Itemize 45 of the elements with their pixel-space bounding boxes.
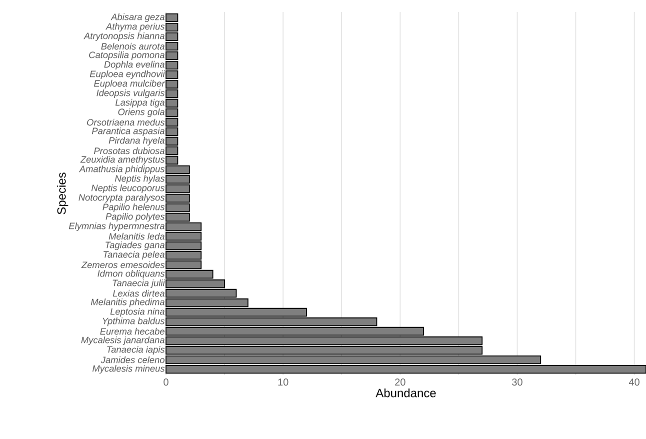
y-tick-label: Papilio helenus <box>102 203 165 212</box>
y-tick-label: Neptis leucoporus <box>91 184 165 194</box>
y-tick-label: Belenois aurota <box>101 42 164 50</box>
y-tick-label: Abisara geza <box>110 13 164 22</box>
x-tick-label: 30 <box>512 378 522 386</box>
y-tick-label: Zemeros emesoides <box>81 261 165 268</box>
y-tick-label: Tanaecia julii <box>112 279 166 288</box>
y-tick-label: Neptis hylas <box>114 174 165 184</box>
y-tick-label: Melanitis phedima <box>90 298 164 308</box>
y-axis-title: Species <box>56 172 68 214</box>
y-tick-label: Oriens gola <box>118 108 164 118</box>
y-tick-label: Atrytonopsis hianna <box>84 32 164 41</box>
x-tick-label: 10 <box>278 378 288 386</box>
x-axis-title: Abundance <box>376 388 436 398</box>
y-tick-label: Lexias dirtea <box>112 290 164 297</box>
y-tick-label: Eurema hecabe <box>100 328 164 335</box>
y-tick-label: Mycalesis janardana <box>81 336 164 346</box>
y-tick-label: Tanaecia pelea <box>104 250 164 260</box>
x-tick-label: 20 <box>395 378 406 386</box>
y-tick-label: Athyma perius <box>106 22 165 32</box>
y-tick-label: Zeuxidia amethystus <box>80 156 165 165</box>
y-tick-label: Ideopsis vulgaris <box>96 89 165 98</box>
y-tick-label: Dophla evelina <box>104 60 164 70</box>
y-tick-label: Tanaecia iapis <box>107 346 165 355</box>
y-tick-label: Parantica aspasia <box>92 127 164 136</box>
y-tick-label: Orsotriaena medus <box>87 118 165 126</box>
x-tick-label: 40 <box>628 378 640 386</box>
y-tick-label: Elymnias hypermnestra <box>68 222 164 232</box>
y-tick-label: Notocrypta paralysos <box>78 194 165 203</box>
y-tick-label: Leptosia nina <box>110 308 164 317</box>
y-tick-label: Mycalesis mineus <box>92 365 165 374</box>
y-tick-label: Prosotas dubiosa <box>94 147 164 154</box>
y-tick-label: Lasippa tiga <box>115 98 164 108</box>
y-tick-label: Ypthima baldus <box>102 317 165 326</box>
y-tick-label: Euploea mulciber <box>94 80 166 89</box>
y-tick-label: Catopsilia pomona <box>89 51 164 60</box>
y-tick-label: Melanitis leda <box>108 232 164 240</box>
y-tick-label: Euploea eyndhovii <box>90 70 165 80</box>
x-tick-label: 0 <box>164 378 168 386</box>
y-tick-label: Idmon obliquans <box>98 270 165 279</box>
y-tick-label: Papilio polytes <box>106 212 165 222</box>
y-tick-label: Tagiades gana <box>106 241 164 250</box>
y-tick-label: Pirdana hyela <box>108 136 164 146</box>
y-tick-label: Jamides celeno <box>100 356 164 364</box>
y-tick-label: Amathusia phidippus <box>78 165 165 174</box>
